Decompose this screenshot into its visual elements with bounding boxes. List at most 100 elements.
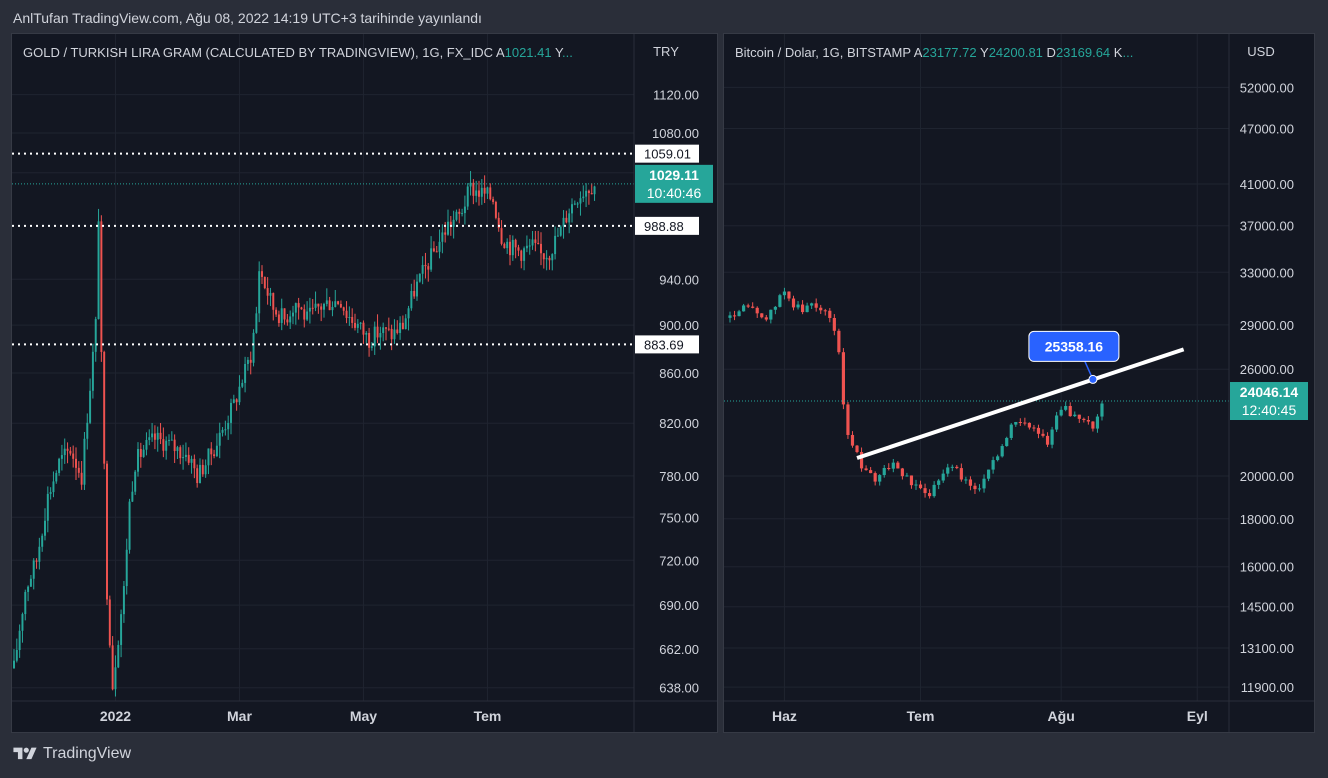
candle-body-29 (859, 452, 864, 469)
callout-label: 25358.16 (1045, 338, 1104, 354)
y-tick-label-3: 940.00 (659, 272, 699, 287)
candle-body-152 (441, 232, 444, 242)
y-tick-label-1: 47000.00 (1240, 121, 1294, 136)
candle-body-37 (896, 462, 900, 469)
candle-body-202 (582, 196, 585, 199)
candle-body-17 (805, 305, 809, 313)
candle-body-69 (1041, 433, 1045, 436)
candle-body-87 (258, 271, 261, 314)
candle-body-185 (534, 239, 537, 243)
candle-body-68 (204, 465, 207, 475)
candle-body-107 (314, 303, 317, 308)
candle-body-109 (320, 306, 323, 310)
candle-body-44 (137, 449, 139, 472)
candle-body-184 (531, 239, 534, 246)
candle-body-145 (421, 264, 424, 274)
candle-body-3 (21, 614, 24, 631)
candle-body-19 (66, 448, 69, 451)
tradingview-logo-icon (13, 747, 37, 760)
candle-body-136 (396, 329, 399, 333)
candle-body-62 (1009, 424, 1013, 438)
candle-body-18 (810, 303, 814, 306)
countdown-label: 12:40:45 (1242, 402, 1297, 418)
candle-body-70 (1045, 435, 1050, 445)
candle-body-129 (376, 326, 379, 338)
candle-body-26 (846, 404, 850, 435)
y-tick-label-10: 690.00 (659, 598, 699, 613)
candle-body-106 (311, 307, 314, 309)
candle-body-158 (458, 211, 461, 214)
candle-body-61 (1005, 437, 1009, 447)
candle-body-50 (955, 466, 959, 469)
candle-body-40 (125, 549, 128, 587)
candle-body-20 (69, 450, 72, 454)
gold-try-chart[interactable]: 1059.01988.88883.691120.001080.001040.00… (12, 34, 718, 733)
candle-body-36 (114, 667, 117, 690)
gold-legend-value-high: ... (562, 45, 573, 60)
candle-body-101 (297, 303, 300, 308)
candle-body-25 (841, 352, 845, 405)
candle-body-3 (742, 305, 746, 312)
candle-body-1 (15, 649, 18, 661)
candle-body-76 (1073, 414, 1077, 417)
candle-body-20 (819, 307, 823, 311)
candle-body-7 (760, 313, 764, 318)
candle-body-127 (370, 346, 373, 348)
candle-body-124 (362, 322, 365, 335)
gold-legend-key-open: A (495, 45, 505, 60)
candle-body-32 (873, 473, 877, 482)
candle-body-119 (348, 317, 351, 319)
candle-body-126 (368, 332, 371, 348)
candle-body-34 (108, 599, 111, 646)
candle-body-165 (478, 190, 480, 197)
candle-body-102 (300, 307, 303, 310)
candle-body-79 (235, 399, 238, 403)
candle-body-167 (483, 187, 486, 194)
candle-body-14 (791, 298, 796, 308)
candle-body-66 (199, 464, 201, 483)
candle-body-54 (165, 440, 168, 451)
candle-body-192 (554, 235, 557, 255)
horizontal-level-label-1: 988.88 (644, 219, 684, 234)
candle-body-89 (263, 276, 266, 289)
candle-body-39 (122, 586, 125, 615)
candle-body-15 (55, 472, 58, 482)
btc-legend-key-close: K (1113, 45, 1123, 60)
candle-body-22 (75, 458, 77, 468)
currency-label: USD (1247, 44, 1274, 59)
btc-usd-chart-panel[interactable]: 25358.16 52000.00 47000.00 41000.00 37000.00… (723, 33, 1315, 733)
candle-body-92 (272, 292, 275, 310)
candle-body-73 (1059, 409, 1063, 416)
candle-body-173 (500, 228, 503, 244)
candle-body-172 (497, 217, 500, 229)
candle-body-73 (218, 432, 221, 446)
candle-body-90 (266, 288, 269, 296)
candle-body-161 (466, 186, 469, 207)
y-tick-label-1: 1080.00 (652, 126, 699, 141)
btc-usd-chart[interactable]: 25358.16 52000.00 47000.00 41000.00 37000.00… (724, 34, 1315, 733)
candle-body-15 (796, 304, 800, 308)
candle-body-81 (1095, 416, 1100, 429)
btc-legend-value-close: ... (1122, 45, 1134, 60)
candle-body-205 (590, 193, 593, 195)
tradingview-footer[interactable]: TradingView (13, 745, 131, 763)
candle-body-12 (46, 493, 49, 521)
candle-body-128 (373, 326, 376, 347)
candle-body-203 (585, 190, 588, 197)
candle-body-23 (77, 467, 80, 473)
gold-legend-value-open: 1021.41 (504, 45, 552, 60)
currency-label: TRY (653, 44, 679, 59)
candle-body-53 (968, 479, 973, 486)
candle-body-182 (525, 245, 528, 249)
candle-body-11 (44, 520, 46, 536)
candle-body-85 (252, 332, 255, 363)
candle-body-117 (342, 307, 345, 311)
candle-body-116 (339, 303, 342, 308)
candle-body-77 (230, 402, 232, 423)
x-tick-label-0: 2022 (100, 708, 131, 724)
candle-body-69 (207, 448, 210, 466)
gold-try-chart-panel[interactable]: 1059.01988.88883.691120.001080.001040.00… (11, 33, 718, 733)
candle-body-56 (982, 478, 986, 489)
y-tick-label-11: 13100.00 (1240, 641, 1294, 656)
y-tick-label-5: 860.00 (659, 366, 699, 381)
